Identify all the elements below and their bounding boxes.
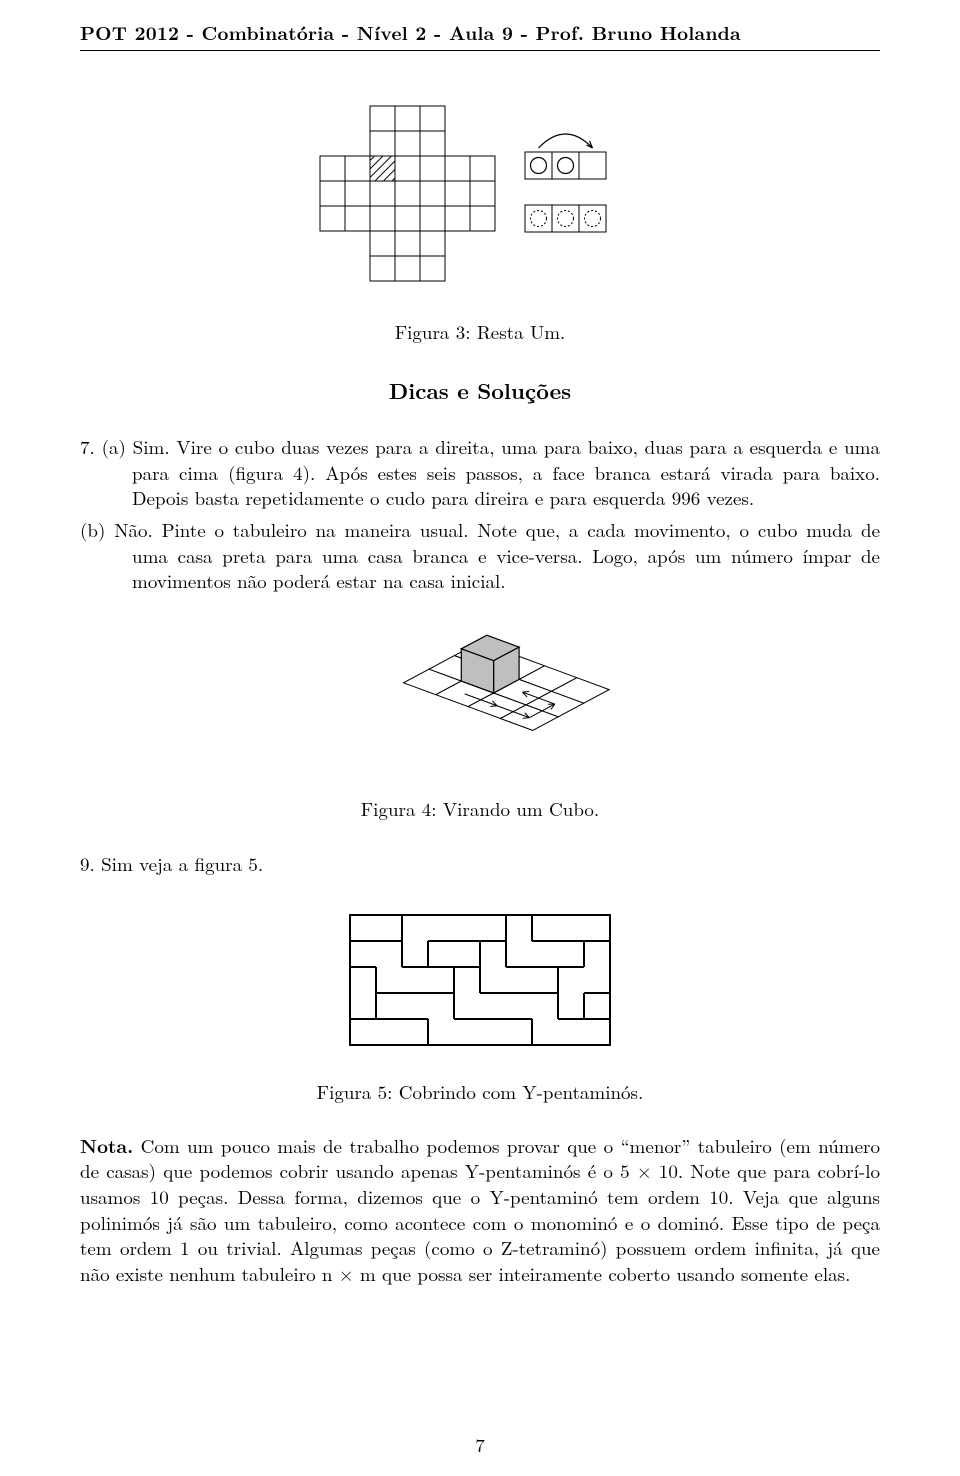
item-7a: 7. (a) Sim. Vire o cubo duas vezes para … <box>80 434 880 511</box>
nota-paragraph: Nota. Com um pouco mais de trabalho pode… <box>80 1133 880 1287</box>
figure-3-caption: Figura 3: Resta Um. <box>80 318 880 345</box>
nota-label: Nota. <box>80 1131 133 1159</box>
figure-3-svg <box>310 101 650 291</box>
figure-4-svg <box>350 622 610 772</box>
item-7b: (b) Não. Pinte o tabuleiro na maneira us… <box>80 517 880 594</box>
section-title: Dicas e Soluções <box>80 375 880 406</box>
figure-3: Figura 3: Resta Um. <box>80 101 880 345</box>
item-7a-text: Sim. Vire o cubo duas vezes para a direi… <box>132 433 880 511</box>
figure-5-caption: Figura 5: Cobrindo com Y-pentaminós. <box>80 1078 880 1105</box>
item-7: 7. (a) Sim. Vire o cubo duas vezes para … <box>80 434 880 594</box>
nota-text: Com um pouco mais de trabalho podemos pr… <box>80 1132 880 1287</box>
page-number: 7 <box>0 1431 960 1458</box>
figure-5-svg <box>335 905 625 1055</box>
item-9: 9. Sim veja a figura 5. <box>80 850 880 877</box>
figure-5: Figura 5: Cobrindo com Y-pentaminós. <box>80 905 880 1105</box>
figure-4-caption: Figura 4: Virando um Cubo. <box>80 795 880 822</box>
item-7b-text: Não. Pinte o tabuleiro na maneira usual.… <box>114 516 880 594</box>
item-7a-label: (a) <box>102 433 126 460</box>
item-7-number: 7. <box>80 433 95 460</box>
figure-4: Figura 4: Virando um Cubo. <box>80 622 880 822</box>
page: POT 2012 - Combinatória - Nível 2 - Aula… <box>0 0 960 1476</box>
running-header: POT 2012 - Combinatória - Nível 2 - Aula… <box>80 18 880 51</box>
item-7b-label: (b) <box>80 516 105 543</box>
